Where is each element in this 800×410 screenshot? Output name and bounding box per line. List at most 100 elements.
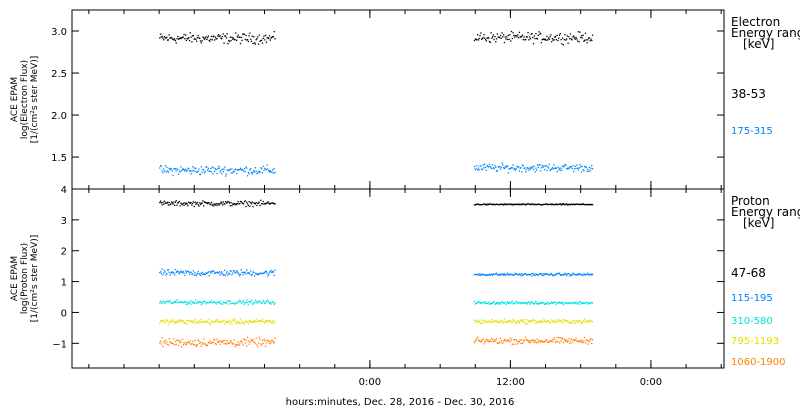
- data-point: [239, 299, 241, 301]
- data-point: [526, 167, 528, 169]
- data-point: [238, 169, 240, 171]
- data-point: [510, 203, 512, 206]
- data-point: [591, 302, 593, 304]
- data-point: [221, 303, 224, 305]
- data-point: [578, 273, 580, 275]
- data-point: [587, 343, 589, 345]
- data-point: [564, 320, 566, 322]
- data-point: [210, 301, 212, 304]
- data-point: [545, 339, 547, 341]
- data-point: [232, 343, 235, 345]
- data-point: [523, 301, 525, 304]
- data-point: [550, 203, 553, 205]
- data-point: [186, 37, 188, 40]
- data-point: [169, 320, 171, 323]
- data-point: [177, 320, 179, 322]
- data-point: [531, 167, 533, 169]
- data-point: [159, 167, 161, 169]
- data-point: [491, 167, 493, 170]
- data-point: [494, 165, 496, 167]
- data-point: [528, 203, 530, 205]
- data-point: [539, 272, 542, 275]
- data-point: [243, 200, 246, 203]
- data-point: [184, 202, 186, 204]
- data-point: [257, 202, 259, 205]
- data-point: [542, 204, 544, 206]
- data-point: [215, 303, 217, 305]
- data-point: [181, 37, 183, 39]
- data-point: [253, 301, 256, 303]
- data-point: [550, 340, 553, 343]
- data-point: [528, 273, 530, 276]
- data-point: [502, 302, 505, 304]
- data-point: [581, 321, 583, 324]
- data-point: [575, 337, 577, 339]
- data-point: [193, 38, 195, 40]
- data-point: [577, 169, 580, 171]
- data-point: [484, 38, 487, 41]
- data-point: [232, 170, 235, 173]
- data-point: [518, 322, 521, 324]
- data-point: [173, 272, 175, 275]
- data-point: [554, 167, 557, 169]
- data-point: [188, 37, 190, 39]
- data-point: [547, 301, 549, 303]
- data-point: [475, 319, 477, 321]
- data-point: [525, 301, 528, 304]
- data-point: [224, 323, 226, 325]
- data-point: [188, 342, 191, 344]
- data-point: [212, 36, 214, 38]
- data-point: [502, 273, 504, 275]
- data-point: [191, 342, 193, 345]
- data-point: [199, 301, 202, 303]
- data-point: [159, 320, 162, 322]
- data-point: [575, 319, 577, 321]
- data-point: [571, 322, 573, 324]
- data-point: [271, 270, 274, 273]
- data-point: [182, 36, 184, 38]
- data-point: [560, 302, 562, 304]
- data-point: [265, 202, 268, 205]
- data-point: [537, 320, 539, 323]
- data-point: [501, 273, 503, 275]
- data-point: [564, 33, 566, 36]
- data-point: [584, 39, 586, 42]
- data-point: [511, 300, 513, 302]
- data-point: [250, 320, 252, 323]
- data-point: [565, 167, 568, 170]
- data-point: [587, 320, 590, 322]
- data-point: [545, 39, 547, 41]
- data-point: [257, 342, 260, 344]
- data-point: [568, 168, 570, 170]
- data-point: [191, 41, 193, 43]
- data-point: [199, 173, 201, 175]
- data-point: [221, 341, 223, 343]
- y-tick-label: 4: [61, 185, 67, 196]
- data-point: [488, 274, 490, 276]
- data-point: [265, 342, 268, 344]
- data-point: [577, 274, 580, 276]
- data-point: [233, 38, 235, 41]
- data-point: [206, 272, 208, 274]
- data-point: [232, 269, 235, 272]
- data-point: [199, 273, 201, 275]
- data-point: [181, 272, 184, 274]
- data-point: [163, 272, 165, 274]
- data-point: [584, 318, 586, 320]
- data-point: [584, 302, 586, 305]
- data-point: [520, 203, 522, 205]
- data-point: [493, 273, 495, 275]
- data-point: [224, 321, 227, 323]
- data-point: [181, 301, 184, 303]
- data-point: [274, 302, 276, 304]
- data-point: [260, 320, 262, 322]
- data-point: [528, 301, 530, 303]
- data-point: [193, 320, 195, 322]
- data-point: [220, 201, 222, 203]
- data-point: [532, 36, 534, 39]
- data-point: [246, 175, 249, 177]
- data-point: [478, 169, 480, 171]
- data-point: [589, 40, 591, 42]
- data-point: [257, 301, 260, 303]
- data-point: [244, 171, 246, 173]
